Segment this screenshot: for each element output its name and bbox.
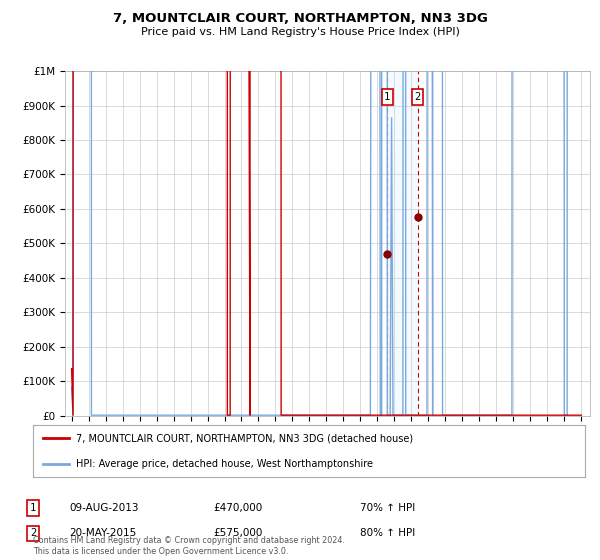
Text: 09-AUG-2013: 09-AUG-2013 — [69, 503, 139, 513]
Text: Price paid vs. HM Land Registry's House Price Index (HPI): Price paid vs. HM Land Registry's House … — [140, 27, 460, 37]
Bar — [387, 71, 418, 416]
Text: 1: 1 — [384, 92, 391, 102]
Text: 2: 2 — [415, 92, 421, 102]
Text: 7, MOUNTCLAIR COURT, NORTHAMPTON, NN3 3DG: 7, MOUNTCLAIR COURT, NORTHAMPTON, NN3 3D… — [113, 12, 487, 25]
Text: 20-MAY-2015: 20-MAY-2015 — [69, 528, 136, 538]
Text: 7, MOUNTCLAIR COURT, NORTHAMPTON, NN3 3DG (detached house): 7, MOUNTCLAIR COURT, NORTHAMPTON, NN3 3D… — [76, 433, 413, 443]
Text: £575,000: £575,000 — [213, 528, 262, 538]
Text: 80% ↑ HPI: 80% ↑ HPI — [360, 528, 415, 538]
Text: Contains HM Land Registry data © Crown copyright and database right 2024.
This d: Contains HM Land Registry data © Crown c… — [33, 536, 345, 556]
Text: 1: 1 — [30, 503, 36, 513]
Text: 2: 2 — [30, 528, 36, 538]
Text: HPI: Average price, detached house, West Northamptonshire: HPI: Average price, detached house, West… — [76, 459, 373, 469]
Text: £470,000: £470,000 — [213, 503, 262, 513]
Text: 70% ↑ HPI: 70% ↑ HPI — [360, 503, 415, 513]
